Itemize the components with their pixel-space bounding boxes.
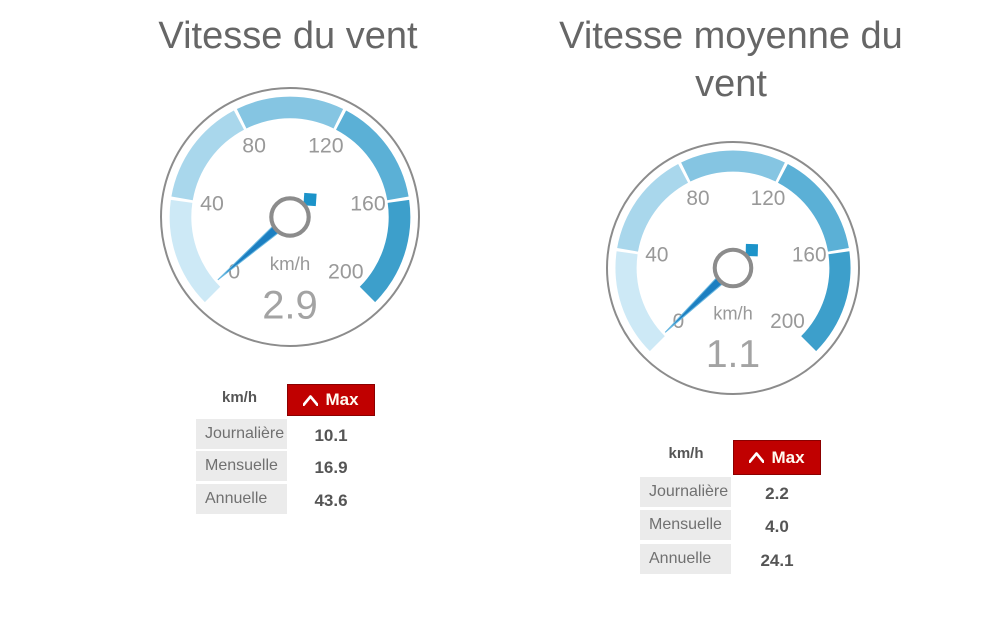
svg-text:200: 200 xyxy=(770,310,805,333)
svg-text:160: 160 xyxy=(792,243,827,266)
svg-text:2.9: 2.9 xyxy=(262,284,318,328)
svg-text:40: 40 xyxy=(645,243,668,266)
svg-text:km/h: km/h xyxy=(270,253,311,274)
svg-text:40: 40 xyxy=(200,191,224,215)
svg-text:120: 120 xyxy=(751,187,786,210)
svg-text:200: 200 xyxy=(328,259,364,283)
svg-text:120: 120 xyxy=(308,133,344,157)
svg-text:km/h: km/h xyxy=(713,303,753,324)
svg-text:1.1: 1.1 xyxy=(706,333,760,376)
svg-text:160: 160 xyxy=(350,191,386,215)
svg-text:80: 80 xyxy=(686,187,709,210)
svg-text:80: 80 xyxy=(242,133,266,157)
